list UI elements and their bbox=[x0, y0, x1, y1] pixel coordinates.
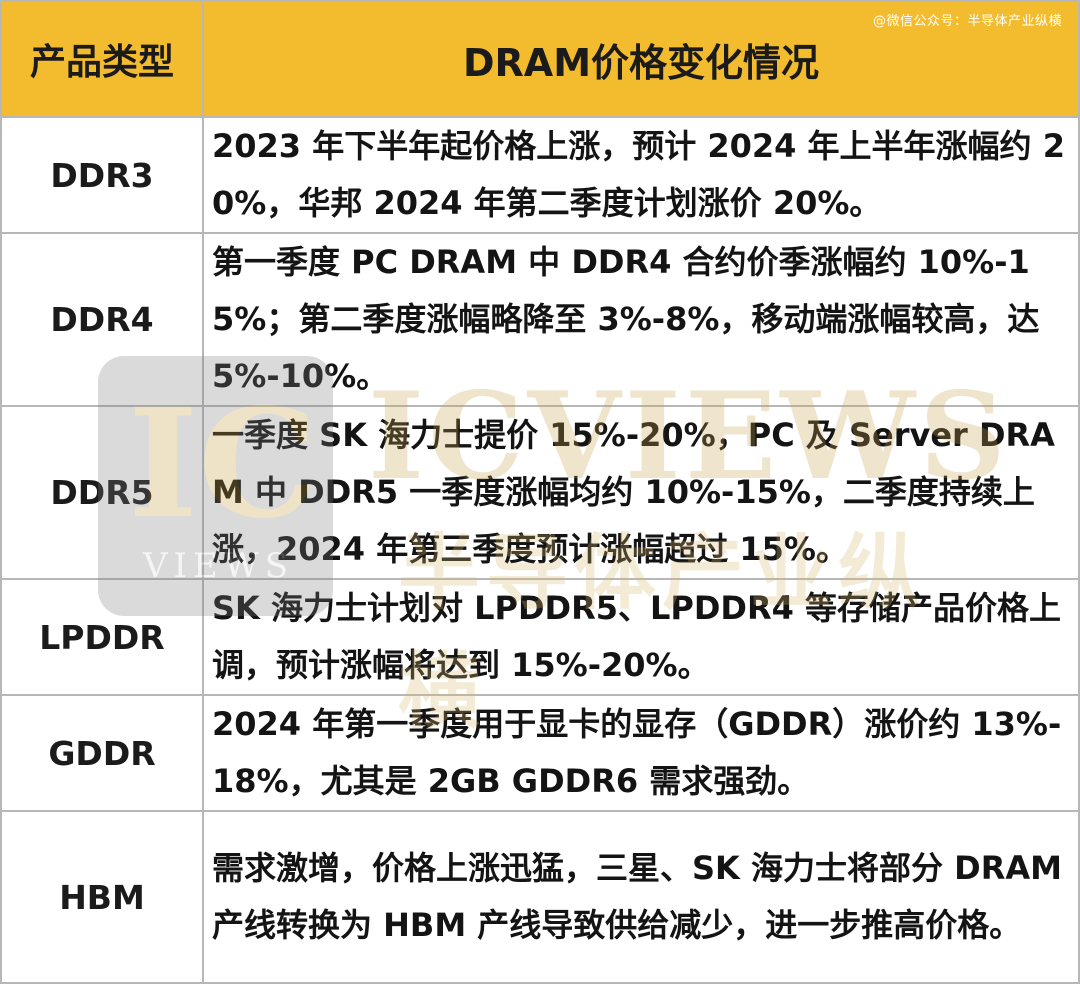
table-row: HBM 需求激增，价格上涨迅猛，三星、SK 海力士将部分 DRAM 产线转换为 … bbox=[0, 810, 1080, 984]
row-type-ddr5: DDR5 bbox=[0, 405, 204, 580]
row-type-ddr3: DDR3 bbox=[0, 116, 204, 234]
row-desc-ddr5: 一季度 SK 海力士提价 15%-20%，PC 及 Server DRAM 中 … bbox=[202, 405, 1080, 580]
table-row: DDR4 第一季度 PC DRAM 中 DDR4 合约价季涨幅约 10%-15%… bbox=[0, 232, 1080, 407]
table-row: DDR5 一季度 SK 海力士提价 15%-20%，PC 及 Server DR… bbox=[0, 405, 1080, 580]
table-row: GDDR 2024 年第一季度用于显卡的显存（GDDR）涨价约 13%-18%，… bbox=[0, 694, 1080, 812]
row-desc-ddr4: 第一季度 PC DRAM 中 DDR4 合约价季涨幅约 10%-15%；第二季度… bbox=[202, 232, 1080, 407]
source-credit: @微信公众号：半导体产业纵横 bbox=[872, 14, 1062, 29]
row-desc-ddr3: 2023 年下半年起价格上涨，预计 2024 年上半年涨幅约 20%，华邦 20… bbox=[202, 116, 1080, 234]
row-desc-lpddr: SK 海力士计划对 LPDDR5、LPDDR4 等存储产品价格上调，预计涨幅将达… bbox=[202, 578, 1080, 696]
row-type-lpddr: LPDDR bbox=[0, 578, 204, 696]
row-type-gddr: GDDR bbox=[0, 694, 204, 812]
row-desc-hbm: 需求激增，价格上涨迅猛，三星、SK 海力士将部分 DRAM 产线转换为 HBM … bbox=[202, 810, 1080, 984]
row-desc-gddr: 2024 年第一季度用于显卡的显存（GDDR）涨价约 13%-18%，尤其是 2… bbox=[202, 694, 1080, 812]
row-type-ddr4: DDR4 bbox=[0, 232, 204, 407]
header-price-change: DRAM价格变化情况 bbox=[202, 0, 1080, 118]
table-header-row: 产品类型 DRAM价格变化情况 bbox=[0, 0, 1080, 118]
row-type-hbm: HBM bbox=[0, 810, 204, 984]
header-product-type: 产品类型 bbox=[0, 0, 204, 118]
table-row: LPDDR SK 海力士计划对 LPDDR5、LPDDR4 等存储产品价格上调，… bbox=[0, 578, 1080, 696]
table-row: DDR3 2023 年下半年起价格上涨，预计 2024 年上半年涨幅约 20%，… bbox=[0, 116, 1080, 234]
